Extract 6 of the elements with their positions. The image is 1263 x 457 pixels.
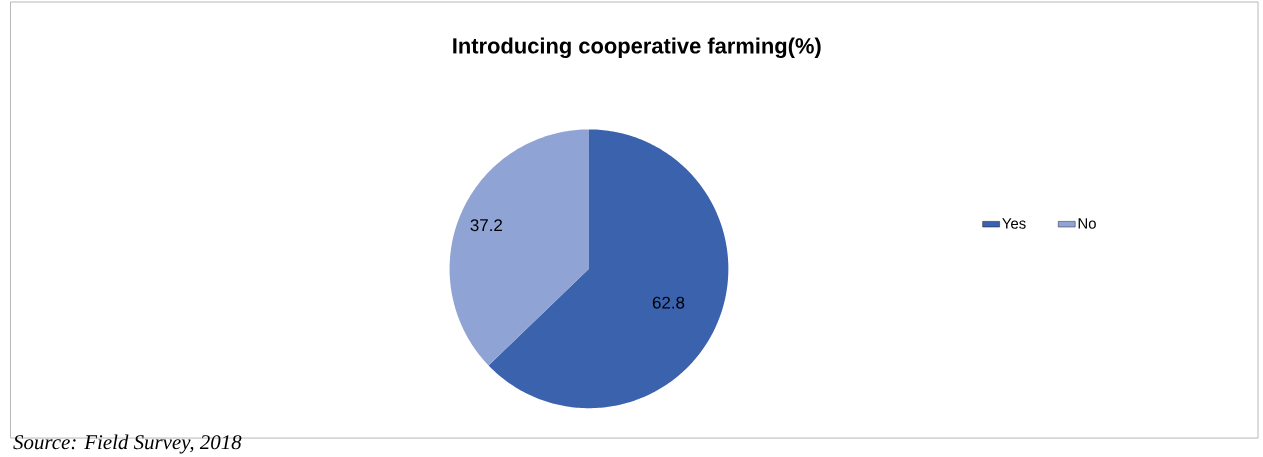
legend-label: Yes	[1002, 218, 1026, 229]
data-label: 37.2	[470, 219, 502, 232]
source-note: Source: Field Survey, 2018	[13, 434, 242, 454]
data-label: 62.8	[652, 296, 685, 309]
legend-label: No	[1078, 218, 1096, 229]
chart-title: Introducing cooperative farming(%)	[453, 37, 821, 59]
